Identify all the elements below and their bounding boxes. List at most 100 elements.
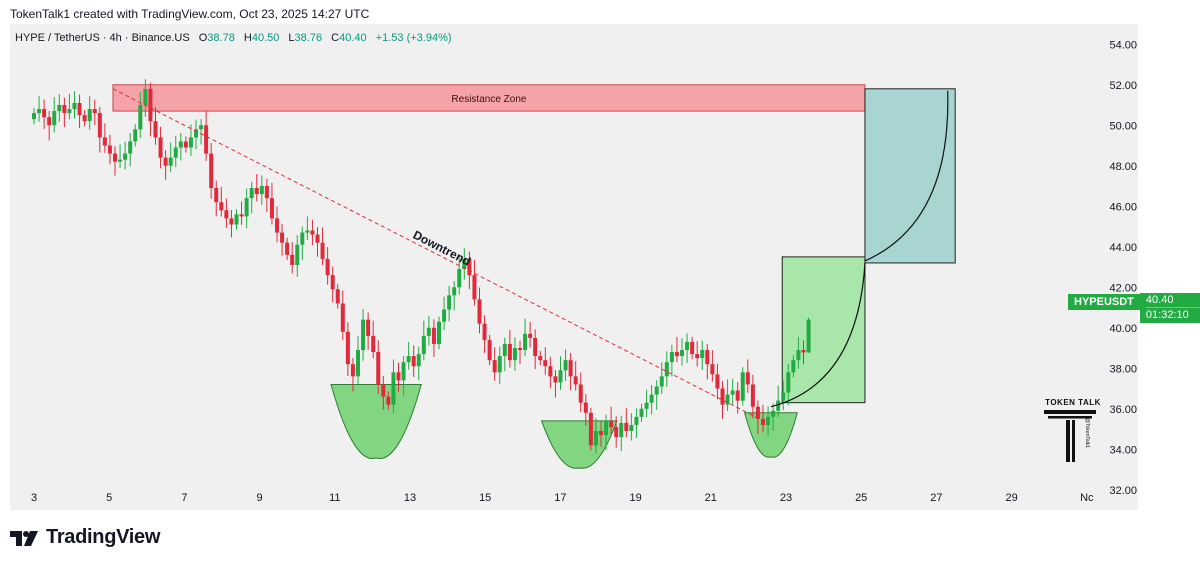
candle-body: [533, 337, 538, 357]
candle-body: [735, 390, 740, 401]
candle-body: [234, 214, 239, 225]
chart-credit: TokenTalk1 created with TradingView.com,…: [10, 7, 370, 21]
candle-body: [295, 244, 300, 265]
candle-body: [386, 396, 391, 405]
candle-body: [674, 352, 679, 357]
price-tag: HYPEUSDT 40.40 01:32:10: [1068, 293, 1200, 323]
candle-body: [102, 137, 107, 146]
y-tick-label: 40.00: [1109, 323, 1137, 335]
candle-body: [340, 303, 345, 332]
candle-body: [583, 402, 588, 413]
candle-body: [614, 426, 619, 438]
y-tick-label: 52.00: [1109, 80, 1137, 92]
candle-body: [193, 129, 198, 138]
y-tick-label: 34.00: [1109, 444, 1137, 456]
candle-body: [82, 115, 87, 122]
x-tick-label: 17: [554, 492, 566, 504]
resistance-zone-label: Resistance Zone: [451, 94, 526, 105]
candle-body: [629, 424, 634, 432]
candle-body: [87, 109, 92, 122]
entry-box: [781, 256, 866, 404]
candle-body: [254, 188, 259, 195]
logo-text: TOKEN TALK: [1045, 398, 1101, 407]
projection-arc-1: [770, 262, 866, 408]
y-tick-label: 42.00: [1109, 282, 1137, 294]
candle-body: [107, 145, 112, 154]
candle-body: [467, 258, 472, 276]
candle-body: [669, 352, 674, 363]
tradingview-logo-icon: [10, 530, 38, 546]
x-tick-label: 23: [780, 492, 792, 504]
candle-body: [517, 348, 522, 351]
candle-body: [391, 372, 396, 405]
candle-body: [639, 408, 644, 417]
candle-body: [507, 343, 512, 361]
candle-body: [315, 234, 320, 243]
candle-body: [568, 360, 573, 377]
candle-body: [487, 339, 492, 361]
candle-body: [264, 186, 269, 199]
candle-body: [431, 327, 436, 344]
candle-body: [512, 348, 517, 361]
candle-body: [523, 333, 528, 351]
target-box: [864, 88, 956, 264]
candle-body: [239, 214, 244, 217]
candle-body: [401, 362, 406, 381]
x-tick-label: 13: [404, 492, 416, 504]
x-tick-label: 9: [257, 492, 263, 504]
candle-body: [350, 364, 355, 377]
candle-body: [482, 323, 487, 340]
candle-body: [598, 431, 603, 436]
candle-body: [224, 210, 229, 219]
candle-body: [57, 105, 62, 112]
candle-body: [199, 125, 204, 130]
candle-body: [634, 416, 639, 425]
candle-body: [447, 295, 452, 310]
candle-body: [715, 374, 720, 389]
candle-body: [335, 289, 340, 304]
candle-body: [188, 137, 193, 148]
candle-body: [280, 232, 285, 243]
y-tick-label: 44.00: [1109, 242, 1137, 254]
candle-body: [361, 319, 366, 351]
tradingview-footer[interactable]: TradingView: [10, 526, 160, 549]
candle-body: [766, 416, 771, 425]
x-tick-label: 7: [181, 492, 187, 504]
bottom-pattern-1: [330, 383, 422, 459]
candle-body: [442, 309, 447, 322]
candle-body: [730, 390, 735, 395]
candle-body: [543, 360, 548, 367]
candle-body: [229, 218, 234, 225]
candle-body: [285, 242, 290, 255]
candle-body: [305, 230, 310, 233]
candle-body: [204, 125, 209, 154]
x-tick-label: 25: [855, 492, 867, 504]
candle-body: [457, 269, 462, 288]
x-tick-label: Nc: [1080, 492, 1094, 504]
candle-body: [700, 350, 705, 359]
candle-body: [376, 352, 381, 385]
candle-body: [411, 356, 416, 367]
candle-body: [320, 242, 325, 259]
ohlc-legend: HYPE / TetherUS · 4h · Binance.US O38.78…: [15, 32, 452, 44]
candle-body: [371, 335, 376, 353]
candle-body: [396, 372, 401, 381]
candle-body: [654, 386, 659, 395]
candle-body: [791, 360, 796, 373]
candle-body: [153, 121, 158, 138]
candle-body: [406, 356, 411, 363]
candle-body: [123, 153, 128, 160]
price-tag-symbol: HYPEUSDT: [1068, 294, 1140, 310]
candle-body: [330, 275, 335, 290]
x-tick-label: 27: [930, 492, 942, 504]
candle-body: [366, 319, 371, 336]
candle-body: [740, 372, 745, 401]
candle-body: [462, 258, 467, 270]
candle-body: [421, 335, 426, 355]
candle-body: [786, 372, 791, 393]
candle-body: [426, 327, 431, 336]
candle-body: [259, 186, 264, 195]
candle-body: [158, 137, 163, 158]
